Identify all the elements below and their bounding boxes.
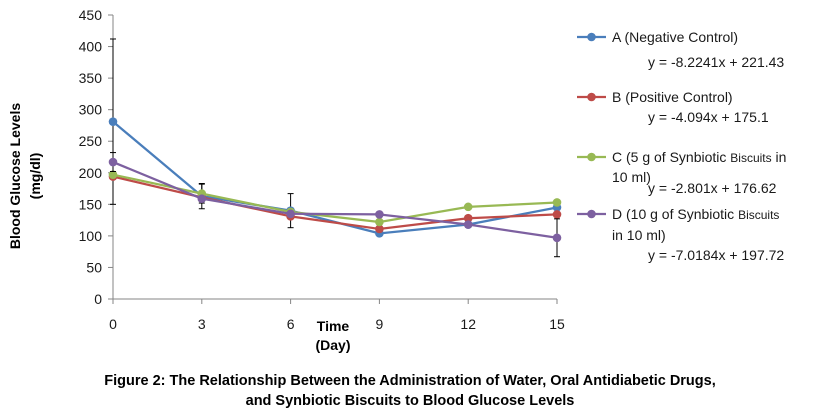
- legend-label-part: D (10 g of Synbiotic: [612, 206, 738, 222]
- data-point: [552, 233, 562, 243]
- legend-label: C (5 g of Synbiotic Biscuits in: [612, 149, 786, 165]
- figure-caption-line-1: Figure 2: The Relationship Between the A…: [104, 373, 716, 389]
- legend-swatch-marker: [587, 92, 596, 102]
- plot-area: [108, 38, 562, 258]
- y-tick-label: 350: [79, 70, 103, 86]
- y-tick-label: 400: [79, 39, 103, 55]
- legend-entry-b: B (Positive Control) y = -4.094x + 175.1: [577, 89, 769, 125]
- x-tick-label: 3: [198, 316, 206, 332]
- data-point: [286, 209, 295, 219]
- x-tick-label: 6: [287, 316, 295, 332]
- trendline-equation: y = -8.2241x + 221.43: [648, 54, 784, 70]
- trendline-equation: y = -7.0184x + 197.72: [648, 247, 784, 263]
- data-point: [108, 157, 118, 167]
- legend-swatch-marker: [587, 152, 596, 162]
- series-line: [112, 175, 558, 231]
- legend-label: B (Positive Control): [612, 89, 733, 105]
- x-axis-title: Time: [317, 318, 350, 334]
- data-point: [552, 198, 562, 207]
- x-tick-label: 9: [376, 316, 384, 332]
- x-axis-ticks: 0 3 6 9 12 15: [109, 299, 565, 332]
- data-point: [463, 213, 473, 223]
- legend-label: D (10 g of Synbiotic Biscuits: [612, 206, 779, 222]
- y-tick-label: 150: [79, 196, 103, 212]
- series-d: [108, 152, 562, 258]
- legend-label-continued: 10 ml): [612, 169, 651, 185]
- legend-label-part: B (Positive Control): [612, 89, 733, 105]
- data-point: [375, 224, 384, 234]
- legend-label-continued: in 10 ml): [612, 227, 666, 243]
- series-c: [108, 170, 562, 227]
- y-tick-label: 200: [79, 165, 103, 181]
- y-tick-label: 450: [79, 7, 103, 23]
- data-point: [108, 170, 118, 179]
- series-a: [108, 38, 562, 238]
- legend-swatch-marker: [587, 32, 596, 42]
- x-axis-unit: (Day): [315, 337, 350, 353]
- legend: A (Negative Control) y = -8.2241x + 221.4…: [577, 29, 786, 263]
- data-point: [375, 217, 384, 227]
- y-tick-label: 100: [79, 228, 103, 244]
- series-b: [108, 172, 562, 234]
- y-axis-ticks: 0 50 100 150 200 250 300 350 400 450: [79, 7, 113, 307]
- x-tick-label: 0: [109, 316, 117, 332]
- legend-label-part: Biscuits: [730, 151, 771, 165]
- trendline-equation: y = -2.801x + 176.62: [648, 180, 777, 196]
- data-point: [197, 194, 207, 203]
- y-tick-label: 50: [86, 259, 102, 275]
- x-tick-label: 12: [460, 316, 476, 332]
- legend-label-part: A (Negative Control): [612, 29, 738, 45]
- data-point: [108, 117, 118, 126]
- legend-entry-d: D (10 g of Synbiotic Biscuits in 10 ml) y …: [577, 206, 784, 263]
- series-line: [112, 161, 558, 239]
- trendline-equation: y = -4.094x + 175.1: [648, 109, 769, 125]
- data-point: [463, 202, 473, 212]
- data-point: [463, 220, 473, 229]
- legend-label-part: in: [772, 149, 787, 165]
- legend-entry-c: C (5 g of Synbiotic Biscuits in 10 ml)y =…: [577, 149, 786, 196]
- y-tick-label: 300: [79, 102, 103, 118]
- y-tick-label: 0: [94, 291, 102, 307]
- x-tick-label: 15: [549, 316, 565, 332]
- y-axis-title: Blood Glucose Levels: [7, 103, 23, 249]
- y-axis-unit: (mg/dl): [27, 153, 43, 200]
- legend-label-part: Biscuits: [738, 208, 779, 222]
- legend-entry-a: A (Negative Control) y = -8.2241x + 221.4…: [577, 29, 784, 70]
- figure-caption-line-2: and Synbiotic Biscuits to Blood Glucose …: [246, 393, 575, 409]
- data-point: [552, 210, 562, 219]
- legend-label-part: C (5 g of Synbiotic: [612, 149, 730, 165]
- legend-swatch-marker: [587, 209, 596, 219]
- legend-label: A (Negative Control): [612, 29, 738, 45]
- y-tick-label: 250: [79, 133, 103, 149]
- data-point: [375, 210, 384, 219]
- series-line: [112, 173, 558, 224]
